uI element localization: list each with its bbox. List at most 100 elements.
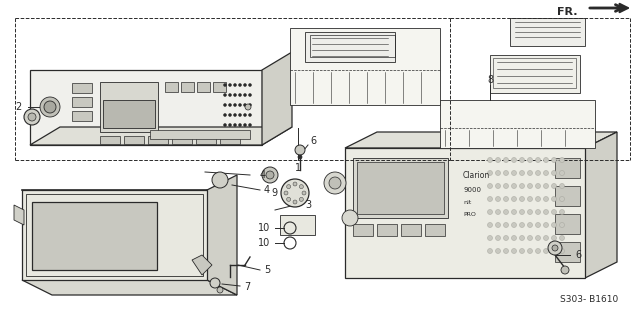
Circle shape bbox=[234, 104, 237, 106]
Circle shape bbox=[262, 167, 278, 183]
Circle shape bbox=[228, 84, 232, 86]
Circle shape bbox=[520, 223, 525, 228]
Circle shape bbox=[561, 266, 569, 274]
Circle shape bbox=[536, 235, 541, 240]
Circle shape bbox=[527, 235, 532, 240]
Circle shape bbox=[543, 183, 548, 188]
Text: 10: 10 bbox=[258, 238, 270, 248]
Bar bbox=[32, 202, 157, 270]
Bar bbox=[510, 18, 585, 46]
Circle shape bbox=[520, 183, 525, 188]
Circle shape bbox=[302, 191, 306, 195]
Circle shape bbox=[520, 197, 525, 202]
Circle shape bbox=[559, 223, 564, 228]
Bar bbox=[172, 136, 192, 144]
Text: 6: 6 bbox=[575, 250, 581, 260]
Polygon shape bbox=[440, 100, 595, 148]
Polygon shape bbox=[290, 28, 440, 105]
Circle shape bbox=[559, 197, 564, 202]
Circle shape bbox=[495, 249, 500, 254]
Circle shape bbox=[552, 197, 557, 202]
Circle shape bbox=[298, 155, 302, 159]
Circle shape bbox=[300, 198, 303, 201]
Text: 1: 1 bbox=[295, 163, 301, 173]
Circle shape bbox=[520, 157, 525, 162]
Circle shape bbox=[248, 84, 252, 86]
Bar bbox=[555, 214, 580, 234]
Circle shape bbox=[239, 94, 241, 96]
Circle shape bbox=[228, 114, 232, 116]
Circle shape bbox=[536, 249, 541, 254]
Bar bbox=[72, 83, 92, 93]
Text: Clarion: Clarion bbox=[463, 172, 490, 181]
Circle shape bbox=[552, 235, 557, 240]
Polygon shape bbox=[30, 127, 292, 145]
Circle shape bbox=[543, 223, 548, 228]
Circle shape bbox=[281, 179, 309, 207]
Circle shape bbox=[28, 113, 36, 121]
Text: PRO: PRO bbox=[463, 213, 476, 218]
Text: 9: 9 bbox=[272, 188, 278, 198]
Circle shape bbox=[511, 249, 516, 254]
Circle shape bbox=[287, 198, 291, 201]
Bar bbox=[197, 82, 210, 92]
Circle shape bbox=[559, 183, 564, 188]
Circle shape bbox=[552, 223, 557, 228]
Circle shape bbox=[511, 235, 516, 240]
Circle shape bbox=[504, 209, 509, 214]
Polygon shape bbox=[345, 132, 617, 148]
Text: nit: nit bbox=[463, 201, 471, 206]
Polygon shape bbox=[150, 130, 250, 139]
Circle shape bbox=[488, 157, 493, 162]
Circle shape bbox=[223, 94, 227, 96]
Bar bbox=[100, 82, 158, 132]
Circle shape bbox=[300, 185, 303, 189]
Circle shape bbox=[527, 171, 532, 176]
Bar bbox=[377, 224, 397, 236]
Circle shape bbox=[552, 183, 557, 188]
Circle shape bbox=[536, 183, 541, 188]
Bar bbox=[72, 97, 92, 107]
Circle shape bbox=[234, 94, 237, 96]
Bar bbox=[353, 224, 373, 236]
Polygon shape bbox=[14, 205, 24, 225]
Bar bbox=[72, 111, 92, 121]
Bar bbox=[165, 82, 178, 92]
Bar bbox=[124, 136, 144, 144]
Circle shape bbox=[495, 183, 500, 188]
Bar bbox=[490, 55, 580, 93]
Circle shape bbox=[536, 157, 541, 162]
Circle shape bbox=[495, 209, 500, 214]
Circle shape bbox=[511, 171, 516, 176]
Circle shape bbox=[488, 209, 493, 214]
Circle shape bbox=[248, 124, 252, 126]
Circle shape bbox=[212, 172, 228, 188]
Circle shape bbox=[228, 94, 232, 96]
Circle shape bbox=[520, 171, 525, 176]
Circle shape bbox=[559, 171, 564, 176]
Circle shape bbox=[511, 157, 516, 162]
Bar bbox=[305, 32, 395, 62]
Bar bbox=[213, 82, 226, 92]
Text: 7: 7 bbox=[244, 282, 250, 292]
Circle shape bbox=[488, 183, 493, 188]
Circle shape bbox=[24, 109, 40, 125]
Circle shape bbox=[488, 171, 493, 176]
Circle shape bbox=[527, 209, 532, 214]
Circle shape bbox=[287, 185, 291, 189]
Circle shape bbox=[504, 157, 509, 162]
Circle shape bbox=[520, 249, 525, 254]
Circle shape bbox=[243, 84, 246, 86]
Circle shape bbox=[527, 197, 532, 202]
Polygon shape bbox=[30, 70, 262, 145]
Circle shape bbox=[504, 197, 509, 202]
Text: 4: 4 bbox=[260, 170, 266, 180]
Circle shape bbox=[266, 171, 274, 179]
Circle shape bbox=[552, 157, 557, 162]
Bar bbox=[103, 100, 155, 128]
Circle shape bbox=[495, 157, 500, 162]
Circle shape bbox=[44, 101, 56, 113]
Circle shape bbox=[223, 124, 227, 126]
Circle shape bbox=[488, 235, 493, 240]
Circle shape bbox=[217, 287, 223, 293]
